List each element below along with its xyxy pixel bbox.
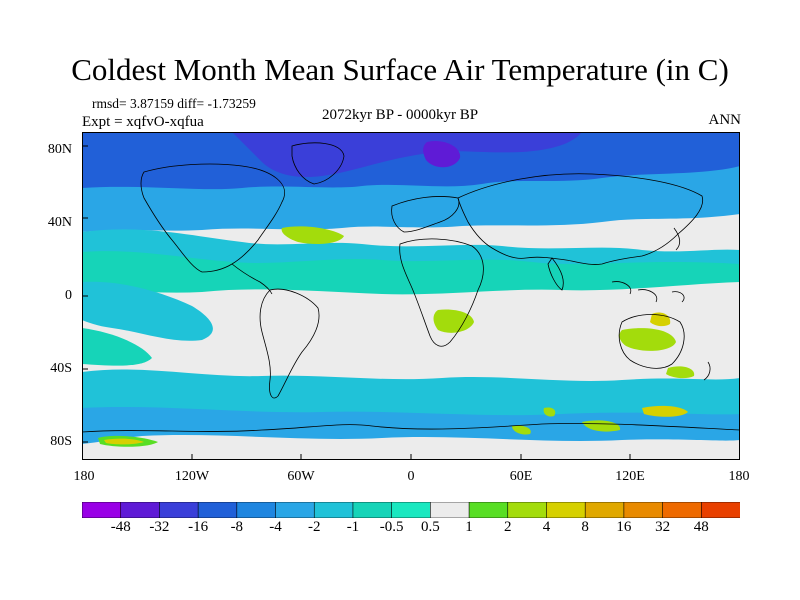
colorbar-swatch-15 (662, 502, 703, 518)
lat-label-40n: 40N (47, 215, 72, 230)
lat-label-40s: 40S (50, 361, 72, 376)
field-australia-green (619, 328, 676, 351)
colorbar-label-8: 0.5 (420, 519, 440, 535)
coast-greenland (291, 142, 345, 185)
colorbar-label-7: -0.5 (379, 519, 404, 535)
lat-label-80s: 80S (50, 434, 72, 449)
colorbar-swatch-8 (391, 502, 432, 518)
colorbar-swatch-4 (236, 502, 277, 518)
colorbar-swatch-6 (313, 502, 354, 518)
rmsd-diff-text: rmsd= 3.87159 diff= -1.73259 (92, 96, 256, 111)
coastlines (82, 142, 740, 433)
colorbar-label-5: -2 (307, 519, 321, 535)
colorbar-label-15: 48 (693, 519, 709, 535)
colorbar-swatch-3 (197, 502, 238, 518)
lon-label-180-left: 180 (73, 469, 95, 484)
colorbar-swatch-5 (275, 502, 316, 518)
field-pacific-green-north (281, 226, 344, 244)
colorbar-label-3: -8 (230, 519, 244, 535)
coast-maritime (611, 281, 685, 303)
field-siberia-dark (423, 140, 461, 168)
colorbar-label-14: 32 (655, 519, 671, 535)
colorbar-label-11: 4 (542, 519, 551, 535)
lat-label-0: 0 (65, 288, 72, 303)
colorbar-label-4: -4 (269, 519, 282, 535)
coast-south-america (259, 288, 320, 399)
axis-ticks (82, 145, 631, 460)
field-tropic-green-blue (82, 251, 740, 295)
colorbar-swatch-2 (159, 502, 199, 518)
colorbar-label-13: 16 (616, 519, 632, 535)
colorbar-swatch-0 (82, 502, 122, 518)
lat-label-80n: 80N (47, 142, 72, 157)
field-antarctic-green-4 (543, 407, 556, 417)
map-plot (82, 132, 740, 460)
field-antarctic-orange (642, 405, 688, 417)
field-antarctic-yellow (104, 438, 144, 445)
colorbar-swatch-11 (507, 502, 548, 518)
field-south-pacific (82, 328, 152, 366)
colorbar-label-2: -16 (188, 519, 209, 535)
colorbar-swatch-12 (546, 502, 586, 518)
coast-africa (399, 238, 484, 347)
coast-new-zealand (703, 361, 711, 381)
coast-japan (673, 227, 680, 251)
colorbar-label-9: 1 (465, 519, 473, 535)
colorbar-label-0: -48 (110, 519, 131, 535)
colorbar-swatch-16 (700, 502, 740, 518)
season-text: ANN (708, 112, 742, 128)
field-africa-green (433, 309, 474, 333)
period-text: 2072kyr BP - 0000kyr BP (321, 107, 479, 123)
coast-india (547, 257, 564, 291)
colorbar-label-12: 8 (581, 519, 589, 535)
colorbar-swatch-7 (352, 502, 393, 518)
coast-asia (457, 173, 704, 265)
field-antarctic-green-2 (512, 425, 531, 435)
colorbar-label-6: -1 (346, 519, 360, 535)
colorbar-swatches (82, 502, 740, 518)
colorbar-label-10: 2 (504, 519, 512, 535)
lon-label-120e: 120E (615, 469, 645, 484)
colorbar (82, 502, 740, 518)
experiment-text: Expt = xqfvO-xqfua (82, 114, 204, 130)
colorbar-swatch-14 (623, 502, 664, 518)
field-east-pacific (82, 281, 213, 341)
temperature-map (82, 132, 740, 460)
colorbar-swatch-9 (430, 502, 470, 518)
coast-north-america (140, 163, 285, 273)
colorbar-swatch-13 (584, 502, 625, 518)
coast-antarctica (82, 423, 740, 433)
colorbar-swatch-10 (468, 502, 509, 518)
map-title: Coldest Month Mean Surface Air Temperatu… (71, 52, 729, 87)
field-australia-south (666, 366, 695, 379)
colorbar-swatch-1 (120, 502, 161, 518)
lon-label-180-right: 180 (728, 469, 750, 484)
lon-label-0: 0 (407, 469, 415, 484)
field-antarctic-white (82, 435, 740, 460)
coast-europe (391, 196, 460, 233)
lon-label-60e: 60E (509, 469, 533, 484)
lon-label-120w: 120W (174, 469, 210, 484)
colorbar-label-1: -32 (149, 519, 170, 535)
coast-australia (618, 314, 685, 369)
lon-label-60w: 60W (287, 469, 315, 484)
